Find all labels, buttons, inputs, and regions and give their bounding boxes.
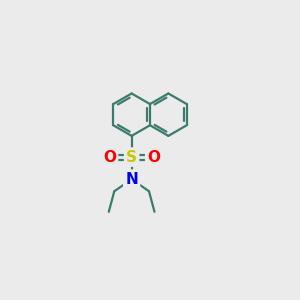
Text: N: N (125, 172, 138, 187)
Text: O: O (147, 150, 160, 165)
Text: O: O (103, 150, 116, 165)
Text: S: S (126, 150, 137, 165)
